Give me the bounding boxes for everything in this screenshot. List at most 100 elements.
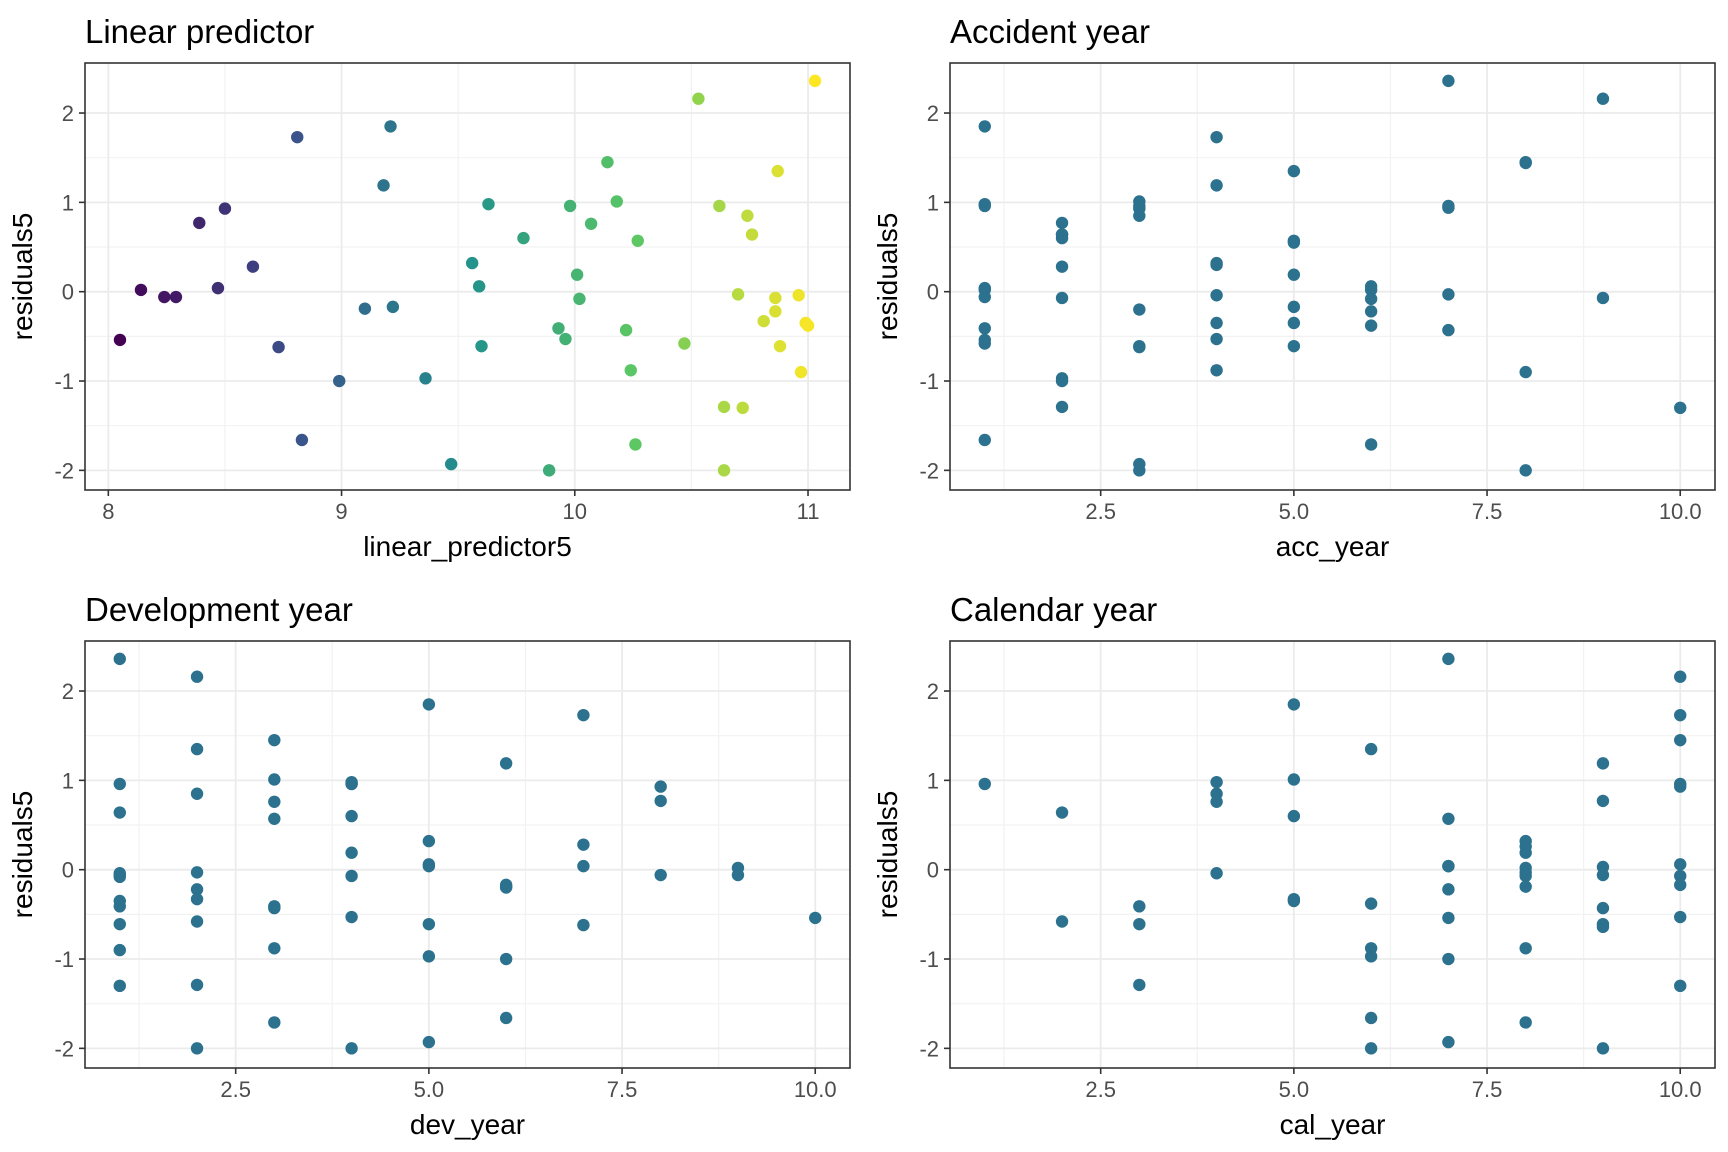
data-point — [1364, 950, 1378, 963]
data-point — [1674, 858, 1687, 871]
data-point — [422, 950, 436, 963]
x-tick-label: 10.0 — [1659, 1077, 1702, 1102]
x-tick-label: 5.0 — [1279, 1077, 1310, 1102]
data-point — [629, 438, 642, 451]
data-point — [1674, 780, 1687, 793]
data-point — [577, 708, 590, 722]
data-point — [1364, 292, 1378, 306]
data-point — [1442, 859, 1455, 873]
data-point — [499, 1011, 513, 1025]
data-point — [978, 120, 991, 133]
data-point — [422, 834, 436, 848]
data-point — [1519, 942, 1532, 955]
data-point — [736, 401, 749, 415]
panel-title: Accident year — [950, 13, 1150, 50]
data-point — [1287, 316, 1301, 330]
data-point — [268, 901, 281, 915]
y-axis-label: residuals5 — [7, 213, 38, 341]
y-tick-label: 1 — [62, 190, 74, 215]
data-point — [1364, 305, 1378, 318]
data-point — [1287, 164, 1301, 178]
data-point — [1519, 156, 1532, 170]
panel-border — [949, 640, 1716, 1069]
data-point — [610, 195, 623, 208]
data-point — [1055, 216, 1069, 230]
data-point — [113, 943, 126, 957]
data-point — [218, 202, 232, 215]
panel-calendar-year: 2.5 5.0 7.5 10.0 -2 -1 0 1 2 Calendar year cal_yea… — [872, 591, 1716, 1140]
data-point — [291, 130, 304, 144]
data-point — [465, 256, 479, 270]
data-point — [211, 281, 225, 295]
data-point — [169, 290, 183, 304]
panel-border — [84, 62, 851, 491]
data-point — [1055, 806, 1069, 819]
x-tick-label: 2.5 — [220, 1077, 251, 1102]
data-point — [570, 268, 584, 281]
data-point — [1210, 316, 1223, 330]
data-point — [422, 859, 436, 873]
data-point — [499, 952, 513, 966]
x-axis-label: cal_year — [1280, 1109, 1386, 1140]
y-tick-label: 2 — [927, 679, 939, 704]
data-point — [1674, 878, 1687, 892]
data-point — [1364, 897, 1378, 910]
data-point — [1519, 880, 1532, 893]
x-axis-label: dev_year — [410, 1109, 525, 1140]
data-point — [358, 302, 372, 315]
data-point — [272, 340, 285, 354]
y-tick-label: 0 — [62, 858, 74, 883]
data-point — [345, 846, 358, 859]
data-point — [978, 777, 991, 791]
data-point — [1519, 365, 1532, 379]
data-point — [809, 911, 822, 925]
data-point — [1133, 978, 1146, 992]
data-point — [268, 812, 281, 825]
x-tick-label: 2.5 — [1085, 1077, 1116, 1102]
data-point — [542, 464, 556, 477]
data-point — [113, 806, 126, 819]
data-point — [1210, 258, 1223, 272]
data-point — [1210, 289, 1223, 302]
data-point — [1133, 464, 1146, 477]
data-point — [978, 433, 991, 447]
data-point — [1442, 74, 1455, 88]
y-tick-label: 0 — [927, 280, 939, 305]
data-point — [158, 290, 171, 304]
data-point — [190, 787, 204, 800]
data-point — [1210, 130, 1223, 144]
data-point — [1519, 464, 1532, 477]
data-point — [1442, 883, 1455, 896]
data-point — [792, 289, 805, 302]
data-point — [190, 742, 204, 756]
y-tick-label: 1 — [927, 190, 939, 215]
data-point — [1674, 910, 1687, 924]
data-point — [978, 283, 991, 297]
x-tick-label: 7.5 — [607, 1077, 638, 1102]
data-point — [268, 733, 281, 747]
data-point — [1364, 283, 1378, 297]
panel-linear-predictor: 8 9 10 11 -2 -1 0 1 2 Linear predictor linear_pred… — [7, 13, 851, 562]
data-point — [1364, 438, 1378, 451]
x-tick-label: 2.5 — [1085, 499, 1116, 524]
data-point — [1674, 708, 1687, 722]
data-point — [246, 260, 260, 273]
data-point — [717, 464, 731, 477]
data-point — [692, 92, 705, 105]
data-point — [978, 199, 991, 213]
data-point — [384, 120, 397, 133]
data-point — [1055, 915, 1069, 928]
data-point — [1442, 652, 1455, 666]
data-point — [190, 670, 204, 683]
data-point — [1210, 795, 1223, 808]
x-tick-label: 10.0 — [794, 1077, 837, 1102]
data-point — [1055, 400, 1069, 414]
data-point — [1442, 323, 1455, 337]
data-point — [1519, 1016, 1532, 1029]
y-tick-label: 1 — [62, 768, 74, 793]
data-point — [422, 698, 436, 711]
data-point — [1210, 364, 1223, 377]
data-point — [769, 305, 782, 318]
data-point — [1364, 1011, 1378, 1025]
